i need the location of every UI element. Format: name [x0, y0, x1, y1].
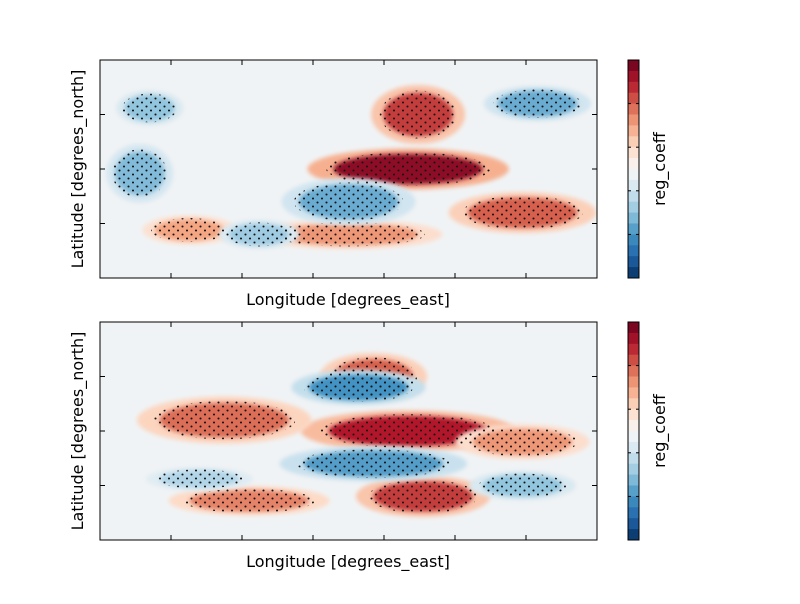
colorbar-swatch	[628, 256, 639, 268]
colorbar-swatch	[628, 387, 639, 399]
y-axis-label: Latitude [degrees_north]	[68, 70, 88, 269]
significance-stipple	[326, 152, 491, 186]
colorbar-swatch	[628, 201, 639, 214]
significance-stipple	[271, 222, 426, 247]
colorbar-swatch	[628, 496, 639, 508]
colorbar-swatch	[628, 441, 639, 454]
colorbar-swatch	[628, 147, 639, 159]
colorbar-swatch	[628, 169, 639, 181]
colorbar-swatch	[628, 343, 639, 356]
colorbar-swatch	[628, 136, 639, 148]
significance-stipple	[112, 149, 168, 198]
colorbar-swatch	[628, 452, 639, 465]
axis-ticks	[100, 60, 597, 278]
significance-stipple	[368, 479, 478, 514]
colorbar-swatch	[628, 103, 639, 115]
colorbar-swatch	[628, 463, 639, 476]
colorbar-ticks	[628, 365, 639, 497]
significance-stipple	[493, 89, 582, 118]
colorbar-swatch	[628, 507, 639, 519]
significance-stipple	[153, 400, 296, 440]
y-axis-label: Latitude [degrees_north]	[68, 332, 88, 531]
colorbar-swatch	[628, 223, 639, 235]
colorbar-swatch	[628, 332, 639, 345]
colorbar-swatch	[628, 529, 639, 541]
significance-stipple	[296, 449, 450, 479]
colorbar-swatch	[628, 409, 639, 421]
colorbar-swatch	[628, 125, 639, 137]
significance-stipple	[183, 488, 315, 513]
colorbar-swatch	[628, 245, 639, 257]
stipple-layer	[153, 357, 578, 514]
colorbar-swatch	[628, 234, 639, 246]
significance-stipple	[478, 473, 567, 498]
significance-stipple	[151, 218, 228, 243]
colorbar-swatch	[628, 354, 639, 367]
colorbar-swatch	[628, 81, 639, 94]
colorbar-swatch	[628, 322, 639, 334]
x-axis-label: Longitude [degrees_east]	[246, 290, 450, 310]
significance-stipple	[462, 195, 583, 230]
significance-stipple	[303, 373, 414, 402]
colorbar-swatch	[628, 267, 639, 279]
colorbar-swatch	[628, 212, 639, 224]
stipple-layer	[112, 89, 583, 247]
colorbar-swatch	[628, 420, 639, 432]
colorbar-swatch	[628, 485, 639, 497]
x-axis-label: Longitude [degrees_east]	[246, 552, 450, 572]
significance-stipple	[155, 469, 244, 489]
colorbar-swatch	[628, 190, 639, 203]
colorbar-swatch	[628, 60, 639, 72]
colorbar-swatch	[628, 474, 639, 486]
axis-ticks	[100, 322, 597, 540]
map-panel-top: Longitude [degrees_east] Latitude [degre…	[68, 59, 598, 310]
map-panel-bottom: Longitude [degrees_east] Latitude [degre…	[68, 321, 598, 572]
colorbar-bottom: reg_coeff	[627, 321, 670, 541]
colorbar-swatch	[628, 114, 639, 126]
significance-stipple	[379, 90, 457, 139]
colorbar-swatch	[628, 158, 639, 170]
colorbar-swatch	[628, 431, 639, 443]
colorbar-ticks	[628, 103, 639, 235]
colorbar-swatch	[628, 376, 639, 388]
colorbar-swatches	[628, 60, 639, 279]
colorbar-swatch	[628, 179, 639, 192]
colorbar-frame	[627, 59, 640, 279]
colorbar-swatch	[628, 92, 639, 105]
colorbar-swatch	[628, 365, 639, 377]
colorbar-frame	[627, 321, 640, 541]
colorbar-label: reg_coeff	[650, 131, 670, 206]
colorbar-top: reg_coeff	[627, 59, 670, 279]
colorbar-swatch	[628, 398, 639, 410]
significance-stipple	[122, 93, 178, 123]
significance-stipple	[320, 414, 496, 448]
significance-stipple	[226, 222, 292, 247]
colorbar-label: reg_coeff	[650, 393, 670, 468]
significance-stipple	[467, 427, 578, 457]
colorbar-swatch	[628, 518, 639, 530]
colorbar-swatch	[628, 70, 639, 83]
colorbar-swatches	[628, 322, 639, 541]
significance-stipple	[293, 182, 404, 221]
